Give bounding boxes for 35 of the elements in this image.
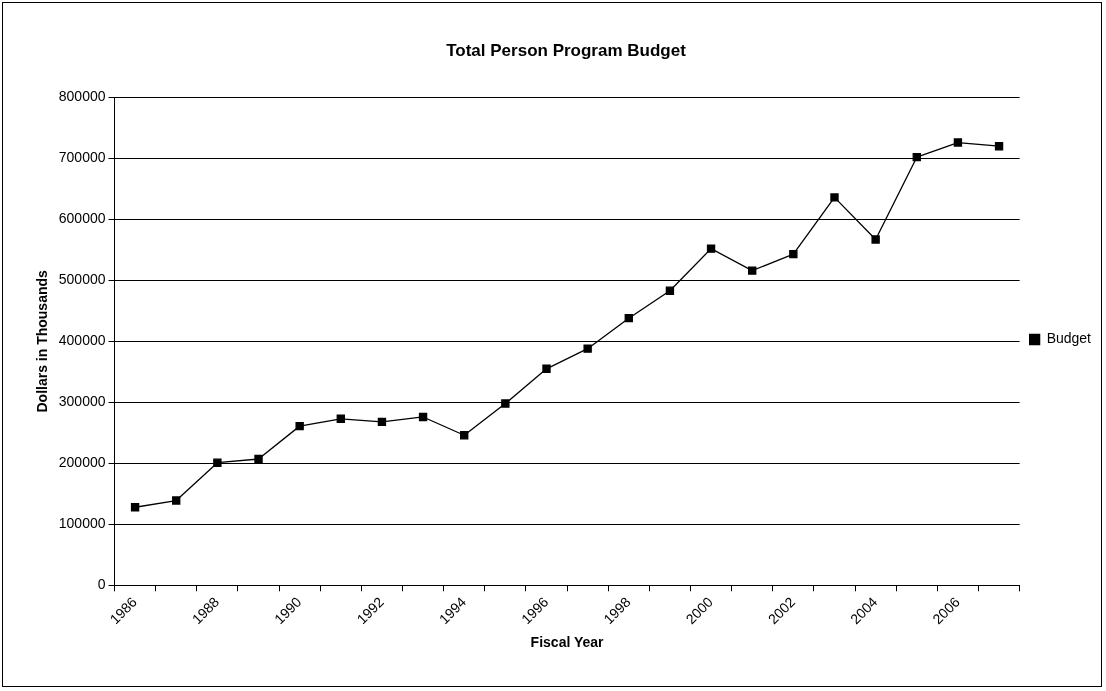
point [254,454,263,464]
y-tick-label: 500000 [58,271,106,288]
point [665,286,675,295]
point [748,266,757,275]
point [789,249,798,259]
point [953,138,963,147]
point [624,313,633,323]
point [706,244,716,253]
y-tick-label: 600000 [58,210,106,227]
y-tick-label: 100000 [58,515,106,532]
point [994,142,1004,151]
point [418,412,428,422]
y-axis-title: Dollars in Thousands [34,269,51,413]
point [130,503,140,512]
point [460,431,469,440]
x-axis-title: Fiscal Year [530,634,605,651]
y-tick-label: 700000 [58,149,106,166]
point [213,458,222,467]
point [377,417,387,427]
chart-title: Total Person Program Budget [446,40,687,60]
point [501,399,510,408]
point [172,496,181,505]
y-tick-label: 200000 [58,454,106,471]
y-tick-label: 300000 [58,393,106,410]
point [336,414,345,423]
point [583,344,592,353]
legend-label: Budget [1046,330,1092,347]
point [830,193,839,202]
y-tick-label: 0 [97,576,106,593]
y-tick-label: 800000 [58,88,106,105]
point [912,152,921,162]
point [295,421,304,431]
point [871,235,880,244]
point [542,364,551,373]
y-tick-label: 400000 [58,332,106,349]
